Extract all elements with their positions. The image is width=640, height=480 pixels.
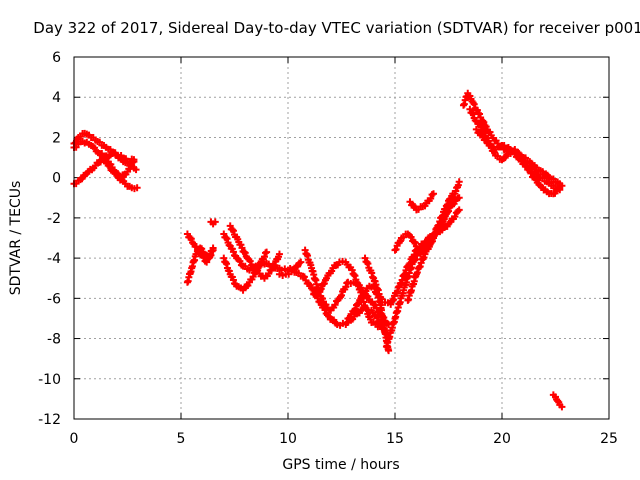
data-point-fill [392,245,400,253]
data-point-fill [346,314,354,322]
series-arc-2b [183,230,217,266]
data-point-fill [199,253,207,261]
y-tick-label: -4 [47,251,61,267]
data-point-fill [351,305,359,313]
data-point-fill [238,244,246,252]
data-point-fill [411,239,419,247]
y-axis-label: SDTVAR / TECUs [8,181,24,296]
plot-frame [73,56,610,420]
data-point [263,248,271,256]
grid [74,57,609,419]
y-tick-label: 4 [52,90,61,106]
y-tick-label: -12 [38,412,61,428]
series-arc-1d [98,150,138,182]
y-tick-label: -8 [47,332,61,348]
data-point-fill [246,257,254,265]
data-point [275,250,283,258]
data-point-fill [249,273,257,281]
y-tick-label: -6 [47,291,61,307]
data-point [209,244,217,252]
data-point [455,206,463,214]
y-tick-label: -10 [38,372,61,388]
data-point [455,194,463,202]
y-tick-label: 2 [52,130,61,146]
data-point [132,166,140,174]
data-point-fill [427,195,435,203]
data-point [308,284,316,292]
data-point [297,258,305,266]
series-arc-2c [207,218,219,228]
data-point-fill [470,100,478,108]
data-point-fill [187,235,195,243]
data-point-fill [241,249,249,257]
data-point-fill [331,301,339,309]
x-tick-label: 10 [279,431,297,447]
x-tick-label: 20 [493,431,511,447]
data-point [449,190,457,198]
data-point-fill [236,257,244,265]
data-point-fill [412,255,420,263]
data-point [455,178,463,186]
data-point-fill [469,110,477,118]
x-axis-label: GPS time / hours [282,457,399,473]
series-arc-6 [549,391,566,411]
data-point-fill [342,283,350,291]
data-point-fill [228,226,236,234]
y-tick-label: 6 [52,50,61,66]
x-tick-label: 5 [177,431,186,447]
data-point-fill [186,234,194,242]
data-point-fill [320,280,328,288]
data-point-fill [425,243,433,251]
data-point-fill [445,207,452,215]
data-point [133,184,141,192]
data-point [211,218,219,226]
data-point-fill [407,233,415,241]
series-arc-3c [226,222,283,282]
x-tick-label: 0 [70,431,79,447]
data-point-fill [223,235,231,243]
data-point [556,186,564,194]
chart-title: Day 322 of 2017, Sidereal Day-to-day VTE… [33,19,640,37]
data-point-fill [194,246,202,254]
data-point-fill [476,110,484,118]
data-point-fill [468,109,476,117]
data-point-fill [229,276,237,284]
data-point [481,121,489,129]
data-point [385,347,393,355]
data-point-fill [91,144,99,152]
y-tick-label: -2 [47,211,61,227]
data-point-fill [222,234,230,242]
series-arc-5c [472,125,564,194]
data-point-fill [256,261,264,269]
data-point-fill [108,163,116,171]
data-point-fill [338,291,345,299]
y-tick-label: 0 [52,171,61,187]
series-arc-5b [466,105,564,198]
data-point [558,403,566,411]
data-point [554,397,562,405]
data-point-fill [441,212,449,220]
series-arc-4e [406,190,438,214]
x-tick-label: 15 [386,431,404,447]
data-point-fill [433,229,441,237]
data-point [130,158,138,166]
data-point-fill [317,285,325,293]
data-point-fill [260,253,268,261]
data-point-fill [450,200,458,208]
data-point-fill [355,300,363,308]
series-arc-4d [404,194,463,304]
data-point-fill [451,213,459,221]
data-point-fill [229,248,237,256]
data-point-fill [229,227,237,235]
data-point [430,190,438,198]
data-points [70,89,566,411]
x-tick-label: 25 [600,431,618,447]
data-point-fill [127,162,135,170]
